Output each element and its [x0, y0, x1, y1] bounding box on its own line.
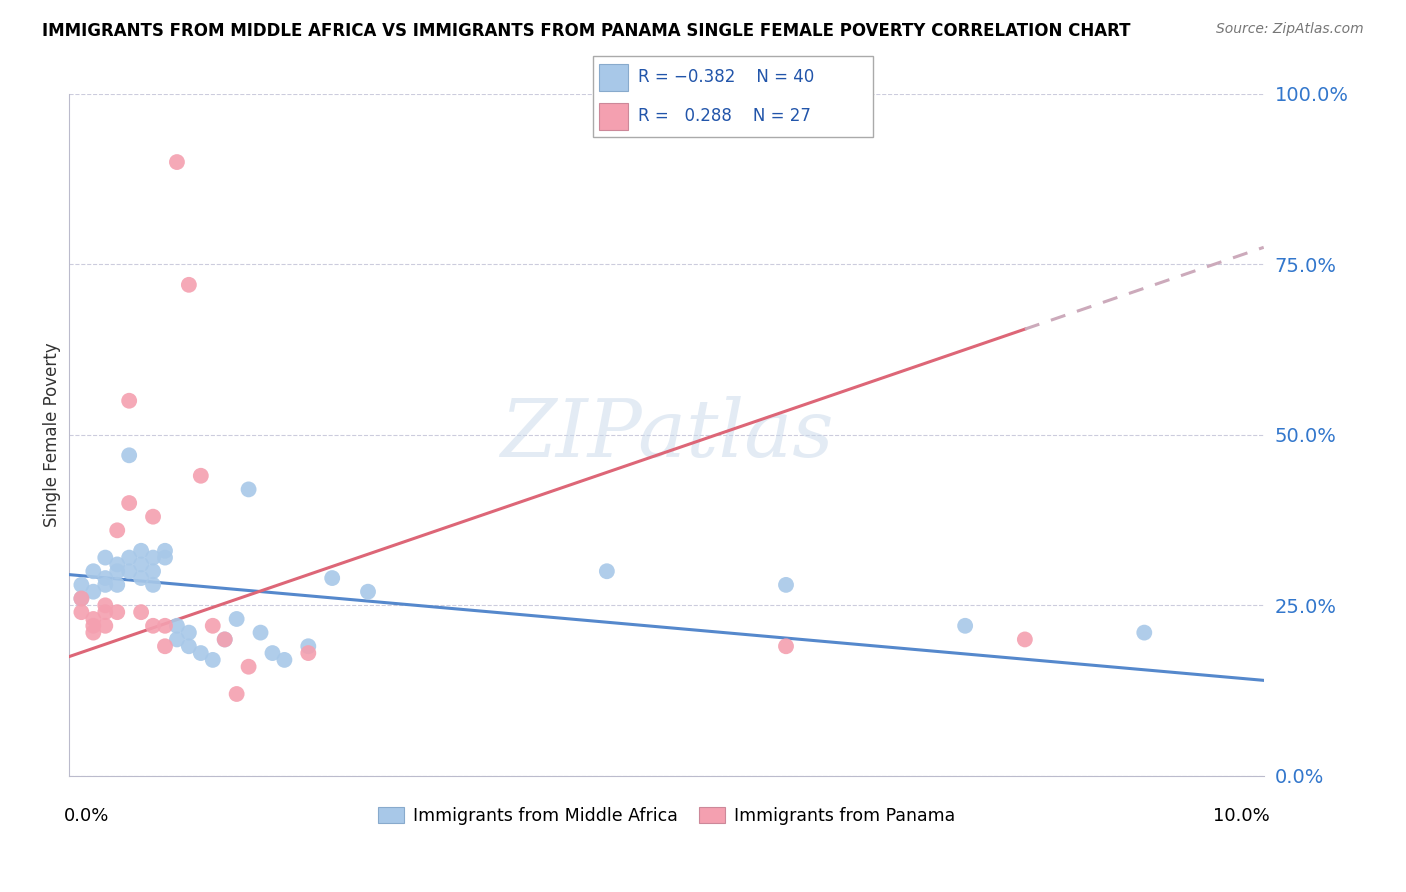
Point — [70, 578, 93, 592]
Point — [297, 646, 319, 660]
Point — [118, 496, 141, 510]
Point — [225, 687, 247, 701]
Point — [105, 524, 128, 538]
Point — [297, 640, 319, 654]
Point — [201, 619, 224, 633]
Point — [153, 550, 176, 565]
Point — [1133, 625, 1156, 640]
Point — [94, 605, 117, 619]
Point — [238, 659, 260, 673]
Point — [262, 646, 284, 660]
Point — [142, 578, 165, 592]
Point — [166, 632, 188, 647]
Point — [214, 632, 236, 647]
Point — [177, 277, 200, 292]
Point — [94, 550, 117, 565]
Point — [82, 564, 104, 578]
Point — [153, 543, 176, 558]
Point — [129, 558, 152, 572]
Point — [105, 564, 128, 578]
Bar — [599, 103, 628, 130]
Point — [153, 640, 176, 654]
Point — [105, 605, 128, 619]
Point — [177, 625, 200, 640]
Point — [105, 558, 128, 572]
Point — [129, 605, 152, 619]
Point — [953, 619, 976, 633]
Point — [142, 550, 165, 565]
Text: 10.0%: 10.0% — [1213, 806, 1270, 824]
Point — [94, 619, 117, 633]
Point — [82, 584, 104, 599]
Point — [166, 619, 188, 633]
Point — [225, 612, 247, 626]
Point — [70, 591, 93, 606]
Point — [153, 619, 176, 633]
FancyBboxPatch shape — [593, 56, 873, 136]
Point — [201, 653, 224, 667]
Point — [94, 578, 117, 592]
Point — [357, 584, 380, 599]
Text: IMMIGRANTS FROM MIDDLE AFRICA VS IMMIGRANTS FROM PANAMA SINGLE FEMALE POVERTY CO: IMMIGRANTS FROM MIDDLE AFRICA VS IMMIGRA… — [42, 22, 1130, 40]
Bar — [599, 63, 628, 91]
Point — [70, 605, 93, 619]
Legend: Immigrants from Middle Africa, Immigrants from Panama: Immigrants from Middle Africa, Immigrant… — [371, 800, 962, 832]
Point — [249, 625, 271, 640]
Text: 0.0%: 0.0% — [63, 806, 108, 824]
Point — [82, 619, 104, 633]
Point — [129, 571, 152, 585]
Point — [142, 619, 165, 633]
Point — [118, 393, 141, 408]
Point — [273, 653, 295, 667]
Point — [118, 550, 141, 565]
Point — [94, 599, 117, 613]
Point — [94, 571, 117, 585]
Point — [142, 564, 165, 578]
Point — [190, 468, 212, 483]
Point — [1014, 632, 1036, 647]
Text: R = −0.382    N = 40: R = −0.382 N = 40 — [638, 69, 814, 87]
Text: R =   0.288    N = 27: R = 0.288 N = 27 — [638, 107, 811, 125]
Point — [214, 632, 236, 647]
Point — [118, 448, 141, 462]
Point — [105, 578, 128, 592]
Text: Source: ZipAtlas.com: Source: ZipAtlas.com — [1216, 22, 1364, 37]
Point — [70, 591, 93, 606]
Point — [775, 578, 797, 592]
Point — [129, 543, 152, 558]
Point — [177, 640, 200, 654]
Point — [166, 155, 188, 169]
Y-axis label: Single Female Poverty: Single Female Poverty — [44, 343, 60, 527]
Point — [118, 564, 141, 578]
Point — [321, 571, 343, 585]
Point — [142, 509, 165, 524]
Point — [238, 483, 260, 497]
Point — [190, 646, 212, 660]
Point — [82, 612, 104, 626]
Text: ZIPatlas: ZIPatlas — [499, 396, 834, 474]
Point — [82, 625, 104, 640]
Point — [775, 640, 797, 654]
Point — [596, 564, 619, 578]
